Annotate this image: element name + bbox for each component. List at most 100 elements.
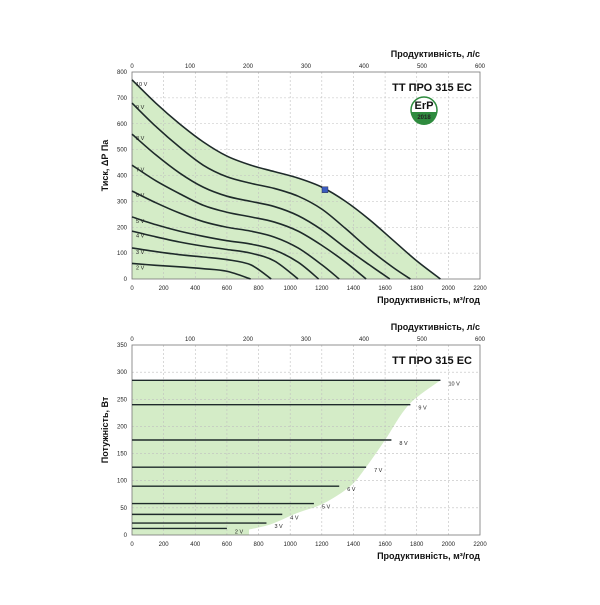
y-tick-label: 800 <box>117 70 128 76</box>
y-tick-label: 300 <box>117 199 128 205</box>
x2-tick-label: 500 <box>417 64 428 70</box>
x-tick-label: 1600 <box>378 542 392 548</box>
series-line <box>131 216 320 280</box>
series-line <box>131 79 441 280</box>
x-tick-label: 2000 <box>442 542 456 548</box>
y-tick-label: 100 <box>117 251 128 257</box>
power-fill-region <box>132 380 441 535</box>
x-tick-label: 0 <box>130 286 134 292</box>
x2-tick-label: 400 <box>359 337 370 343</box>
power-chart: 0 200 400 600 800 1000 1200 1400 1600 1800 2000 220… <box>100 322 487 561</box>
series-label: 6 V <box>136 193 145 199</box>
y-tick-label: 400 <box>117 174 128 180</box>
x-tick-label: 1800 <box>410 542 424 548</box>
x2-tick-label: 300 <box>301 64 312 70</box>
operating-point-marker <box>321 186 329 193</box>
x-tick-label: 400 <box>190 542 201 548</box>
series-line <box>131 133 391 280</box>
y-axis-label: Потужність, Вт <box>100 396 110 463</box>
x-tick-label: 1000 <box>284 286 298 292</box>
x2-tick-label: 100 <box>185 64 196 70</box>
plot-frame <box>131 71 481 280</box>
y-tick-label: 250 <box>117 397 128 403</box>
erp-badge-year: 2018 <box>417 115 431 121</box>
x-tick-label: 600 <box>222 542 233 548</box>
series-label: 8 V <box>136 136 145 142</box>
x-tick-label: 1000 <box>284 542 298 548</box>
y-tick-label: 50 <box>120 506 127 512</box>
x2-axis-label: Продуктивність, л/с <box>391 322 480 332</box>
series-label: 6 V <box>347 487 356 493</box>
x-tick-label: 1800 <box>410 286 424 292</box>
x-tick-label: 400 <box>190 286 201 292</box>
x2-tick-label: 500 <box>417 337 428 343</box>
x-tick-label: 200 <box>159 286 170 292</box>
y-tick-label: 350 <box>117 343 128 349</box>
series-line <box>131 102 411 280</box>
series-label: 4 V <box>136 233 145 239</box>
x2-tick-label: 400 <box>359 64 370 70</box>
series-line <box>131 262 251 280</box>
series-label: 5 V <box>136 219 145 225</box>
x-tick-label: 200 <box>159 542 170 548</box>
series-label: 2 V <box>136 266 145 272</box>
x2-tick-label: 600 <box>475 64 486 70</box>
x-tick-label: 2000 <box>442 286 456 292</box>
erp-badge-text: ErP <box>415 100 434 112</box>
series-label: 3 V <box>136 250 145 256</box>
x-tick-label: 800 <box>254 542 265 548</box>
x2-tick-label: 100 <box>185 337 196 343</box>
x2-tick-label: 0 <box>130 64 134 70</box>
x2-tick-label: 200 <box>243 337 254 343</box>
pressure-chart: 0 200 400 600 800 1000 1200 1400 1600 1800 2000 220… <box>100 49 487 305</box>
x-tick-label: 1200 <box>315 542 329 548</box>
series-label: 7 V <box>136 167 145 173</box>
y-tick-label: 300 <box>117 370 128 376</box>
x-tick-label: 1400 <box>347 542 361 548</box>
y-tick-label: 100 <box>117 479 128 485</box>
y-tick-label: 200 <box>117 424 128 430</box>
x-axis-label: Продуктивність, м³/год <box>377 551 480 561</box>
x-tick-label: 800 <box>254 286 265 292</box>
series-label: 4 V <box>290 515 299 521</box>
x2-tick-label: 300 <box>301 337 312 343</box>
x-tick-label: 1200 <box>315 286 329 292</box>
x-tick-label: 1600 <box>378 286 392 292</box>
x-tick-label: 0 <box>130 542 134 548</box>
series-line <box>131 247 272 280</box>
series-line <box>131 230 299 280</box>
y-axis-label: Тиск, ΔР Па <box>100 139 110 192</box>
x2-tick-label: 0 <box>130 337 134 343</box>
chart-title: TT ПРО 315 ЕС <box>392 355 472 367</box>
x-axis-label: Продуктивність, м³/год <box>377 295 480 305</box>
series-label: 2 V <box>235 529 244 535</box>
series-line <box>131 164 367 280</box>
series-label: 10 V <box>448 381 460 387</box>
y-tick-label: 600 <box>117 122 128 128</box>
y-tick-label: 0 <box>124 533 128 539</box>
x2-tick-label: 600 <box>475 337 486 343</box>
y-tick-label: 200 <box>117 225 128 231</box>
erp-badge-band <box>411 112 437 125</box>
series-label: 10 V <box>136 82 148 88</box>
y-tick-label: 0 <box>124 277 128 283</box>
series-label: 7 V <box>374 468 383 474</box>
x2-tick-label: 200 <box>243 64 254 70</box>
x2-axis-label: Продуктивність, л/с <box>391 49 480 59</box>
y-tick-label: 700 <box>117 96 128 102</box>
chart-title: TT ПРО 315 ЕС <box>392 82 472 94</box>
x-tick-label: 1400 <box>347 286 361 292</box>
x-tick-label: 2200 <box>473 542 487 548</box>
x-tick-label: 600 <box>222 286 233 292</box>
y-tick-label: 500 <box>117 148 128 154</box>
series-label: 9 V <box>136 105 145 111</box>
y-tick-label: 150 <box>117 452 128 458</box>
series-label: 9 V <box>418 406 427 412</box>
series-label: 8 V <box>399 441 408 447</box>
pressure-fill-region <box>132 79 441 279</box>
series-label: 5 V <box>322 505 331 511</box>
series-label: 3 V <box>274 524 283 530</box>
series-line <box>131 190 340 280</box>
